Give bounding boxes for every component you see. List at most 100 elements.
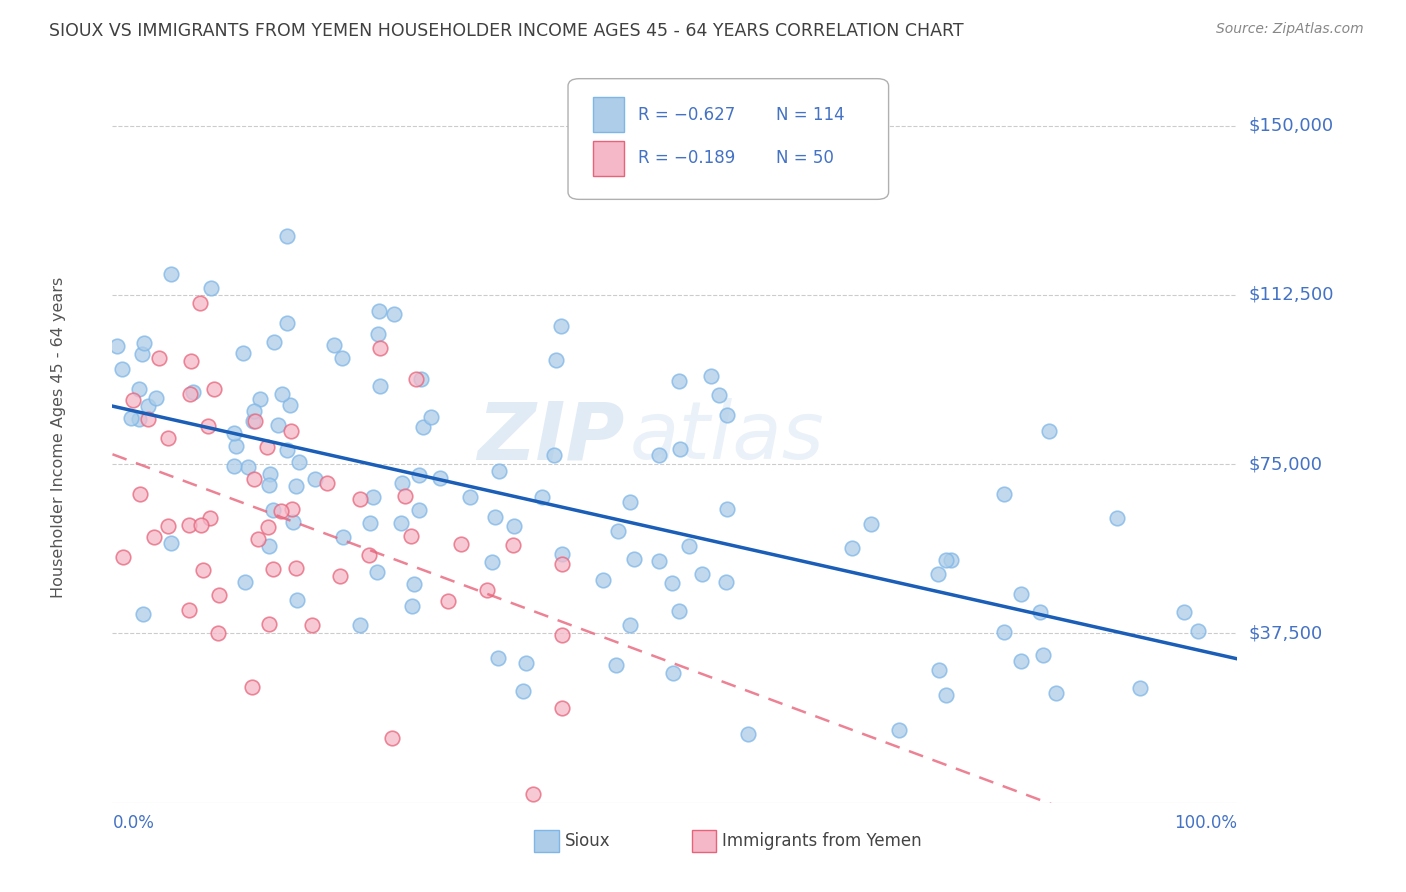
Point	[288, 455, 311, 469]
Text: R = −0.189: R = −0.189	[638, 149, 735, 168]
Text: 0.0%: 0.0%	[112, 814, 155, 832]
Point	[283, 515, 305, 529]
Point	[225, 439, 247, 453]
Text: Sioux: Sioux	[565, 832, 610, 850]
Text: $75,000: $75,000	[1249, 455, 1323, 473]
Text: R = −0.627: R = −0.627	[638, 105, 735, 123]
Text: $37,500: $37,500	[1249, 624, 1323, 642]
Point	[202, 382, 225, 396]
Point	[156, 431, 179, 445]
Point	[1010, 587, 1032, 601]
Point	[349, 491, 371, 506]
Point	[367, 327, 389, 342]
Point	[304, 472, 326, 486]
Text: SIOUX VS IMMIGRANTS FROM YEMEN HOUSEHOLDER INCOME AGES 45 - 64 YEARS CORRELATION: SIOUX VS IMMIGRANTS FROM YEMEN HOUSEHOLD…	[49, 22, 965, 40]
Point	[887, 723, 910, 738]
Point	[550, 319, 572, 334]
Point	[522, 787, 544, 801]
Point	[928, 663, 950, 677]
Point	[690, 566, 713, 581]
Point	[368, 379, 391, 393]
Point	[180, 354, 202, 368]
Point	[232, 346, 254, 360]
Point	[236, 459, 259, 474]
Point	[246, 532, 269, 546]
Point	[411, 372, 433, 386]
Point	[530, 491, 553, 505]
Point	[263, 335, 285, 350]
Point	[502, 519, 524, 533]
Text: atlas: atlas	[630, 398, 825, 476]
Point	[716, 574, 738, 589]
Point	[512, 683, 534, 698]
Point	[647, 554, 669, 568]
Point	[841, 541, 863, 556]
FancyBboxPatch shape	[534, 830, 560, 852]
Point	[370, 342, 392, 356]
Point	[145, 391, 167, 405]
Text: ZIP: ZIP	[477, 398, 624, 476]
Point	[243, 404, 266, 418]
Point	[366, 566, 388, 580]
Point	[408, 468, 430, 483]
Point	[458, 491, 481, 505]
Point	[502, 538, 524, 552]
Point	[1038, 424, 1060, 438]
Point	[256, 440, 278, 454]
Point	[301, 618, 323, 632]
Point	[481, 555, 503, 569]
Point	[262, 562, 284, 576]
Point	[148, 351, 170, 366]
Point	[181, 385, 204, 400]
Point	[405, 372, 427, 386]
Point	[136, 412, 159, 426]
Point	[927, 567, 949, 582]
Point	[669, 442, 692, 457]
Point	[329, 568, 352, 582]
Point	[156, 519, 179, 533]
Point	[278, 398, 301, 412]
Point	[450, 537, 472, 551]
Point	[193, 563, 215, 577]
Point	[941, 553, 963, 567]
Point	[323, 337, 346, 351]
Point	[1129, 681, 1152, 695]
Point	[271, 387, 294, 401]
Text: N = 114: N = 114	[776, 105, 845, 123]
Point	[198, 511, 221, 525]
Point	[420, 410, 443, 425]
Text: $150,000: $150,000	[1249, 117, 1333, 135]
Point	[259, 478, 281, 492]
Point	[859, 516, 882, 531]
Point	[993, 625, 1015, 640]
Point	[132, 607, 155, 621]
Point	[285, 479, 308, 493]
Point	[276, 229, 298, 244]
Point	[662, 666, 685, 681]
Point	[408, 503, 430, 517]
Point	[257, 539, 280, 553]
Point	[381, 731, 404, 746]
Point	[935, 553, 957, 567]
Point	[623, 551, 645, 566]
Point	[484, 510, 506, 524]
Point	[382, 306, 405, 320]
Point	[592, 573, 614, 587]
Point	[359, 516, 381, 531]
FancyBboxPatch shape	[593, 141, 624, 176]
Point	[391, 475, 413, 490]
Point	[259, 467, 281, 481]
Point	[112, 549, 135, 564]
Point	[429, 471, 451, 485]
Point	[160, 267, 183, 281]
Point	[361, 490, 384, 504]
Point	[412, 420, 434, 434]
Point	[267, 417, 290, 432]
Point	[1187, 624, 1209, 638]
FancyBboxPatch shape	[593, 97, 624, 132]
Point	[716, 408, 738, 422]
Point	[544, 352, 567, 367]
Point	[1105, 510, 1128, 524]
Point	[716, 501, 738, 516]
Point	[243, 471, 266, 485]
